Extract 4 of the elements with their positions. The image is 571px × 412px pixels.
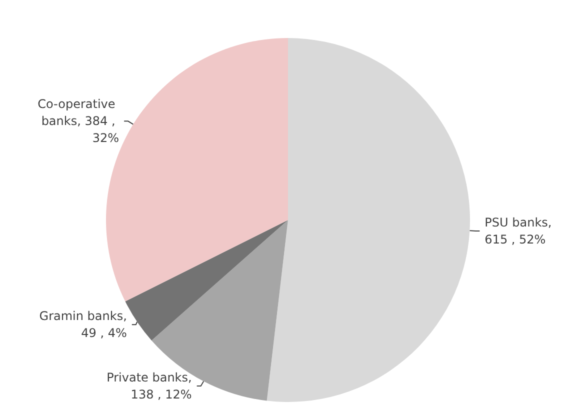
slice-label: Gramin banks, 49 , 4%: [39, 309, 127, 340]
slice-label: Private banks, 138 , 12%: [106, 370, 192, 402]
slice-label: PSU banks, 615 , 52%: [484, 215, 556, 246]
slice-label: Co-operative banks, 384 , 32%: [38, 97, 120, 146]
